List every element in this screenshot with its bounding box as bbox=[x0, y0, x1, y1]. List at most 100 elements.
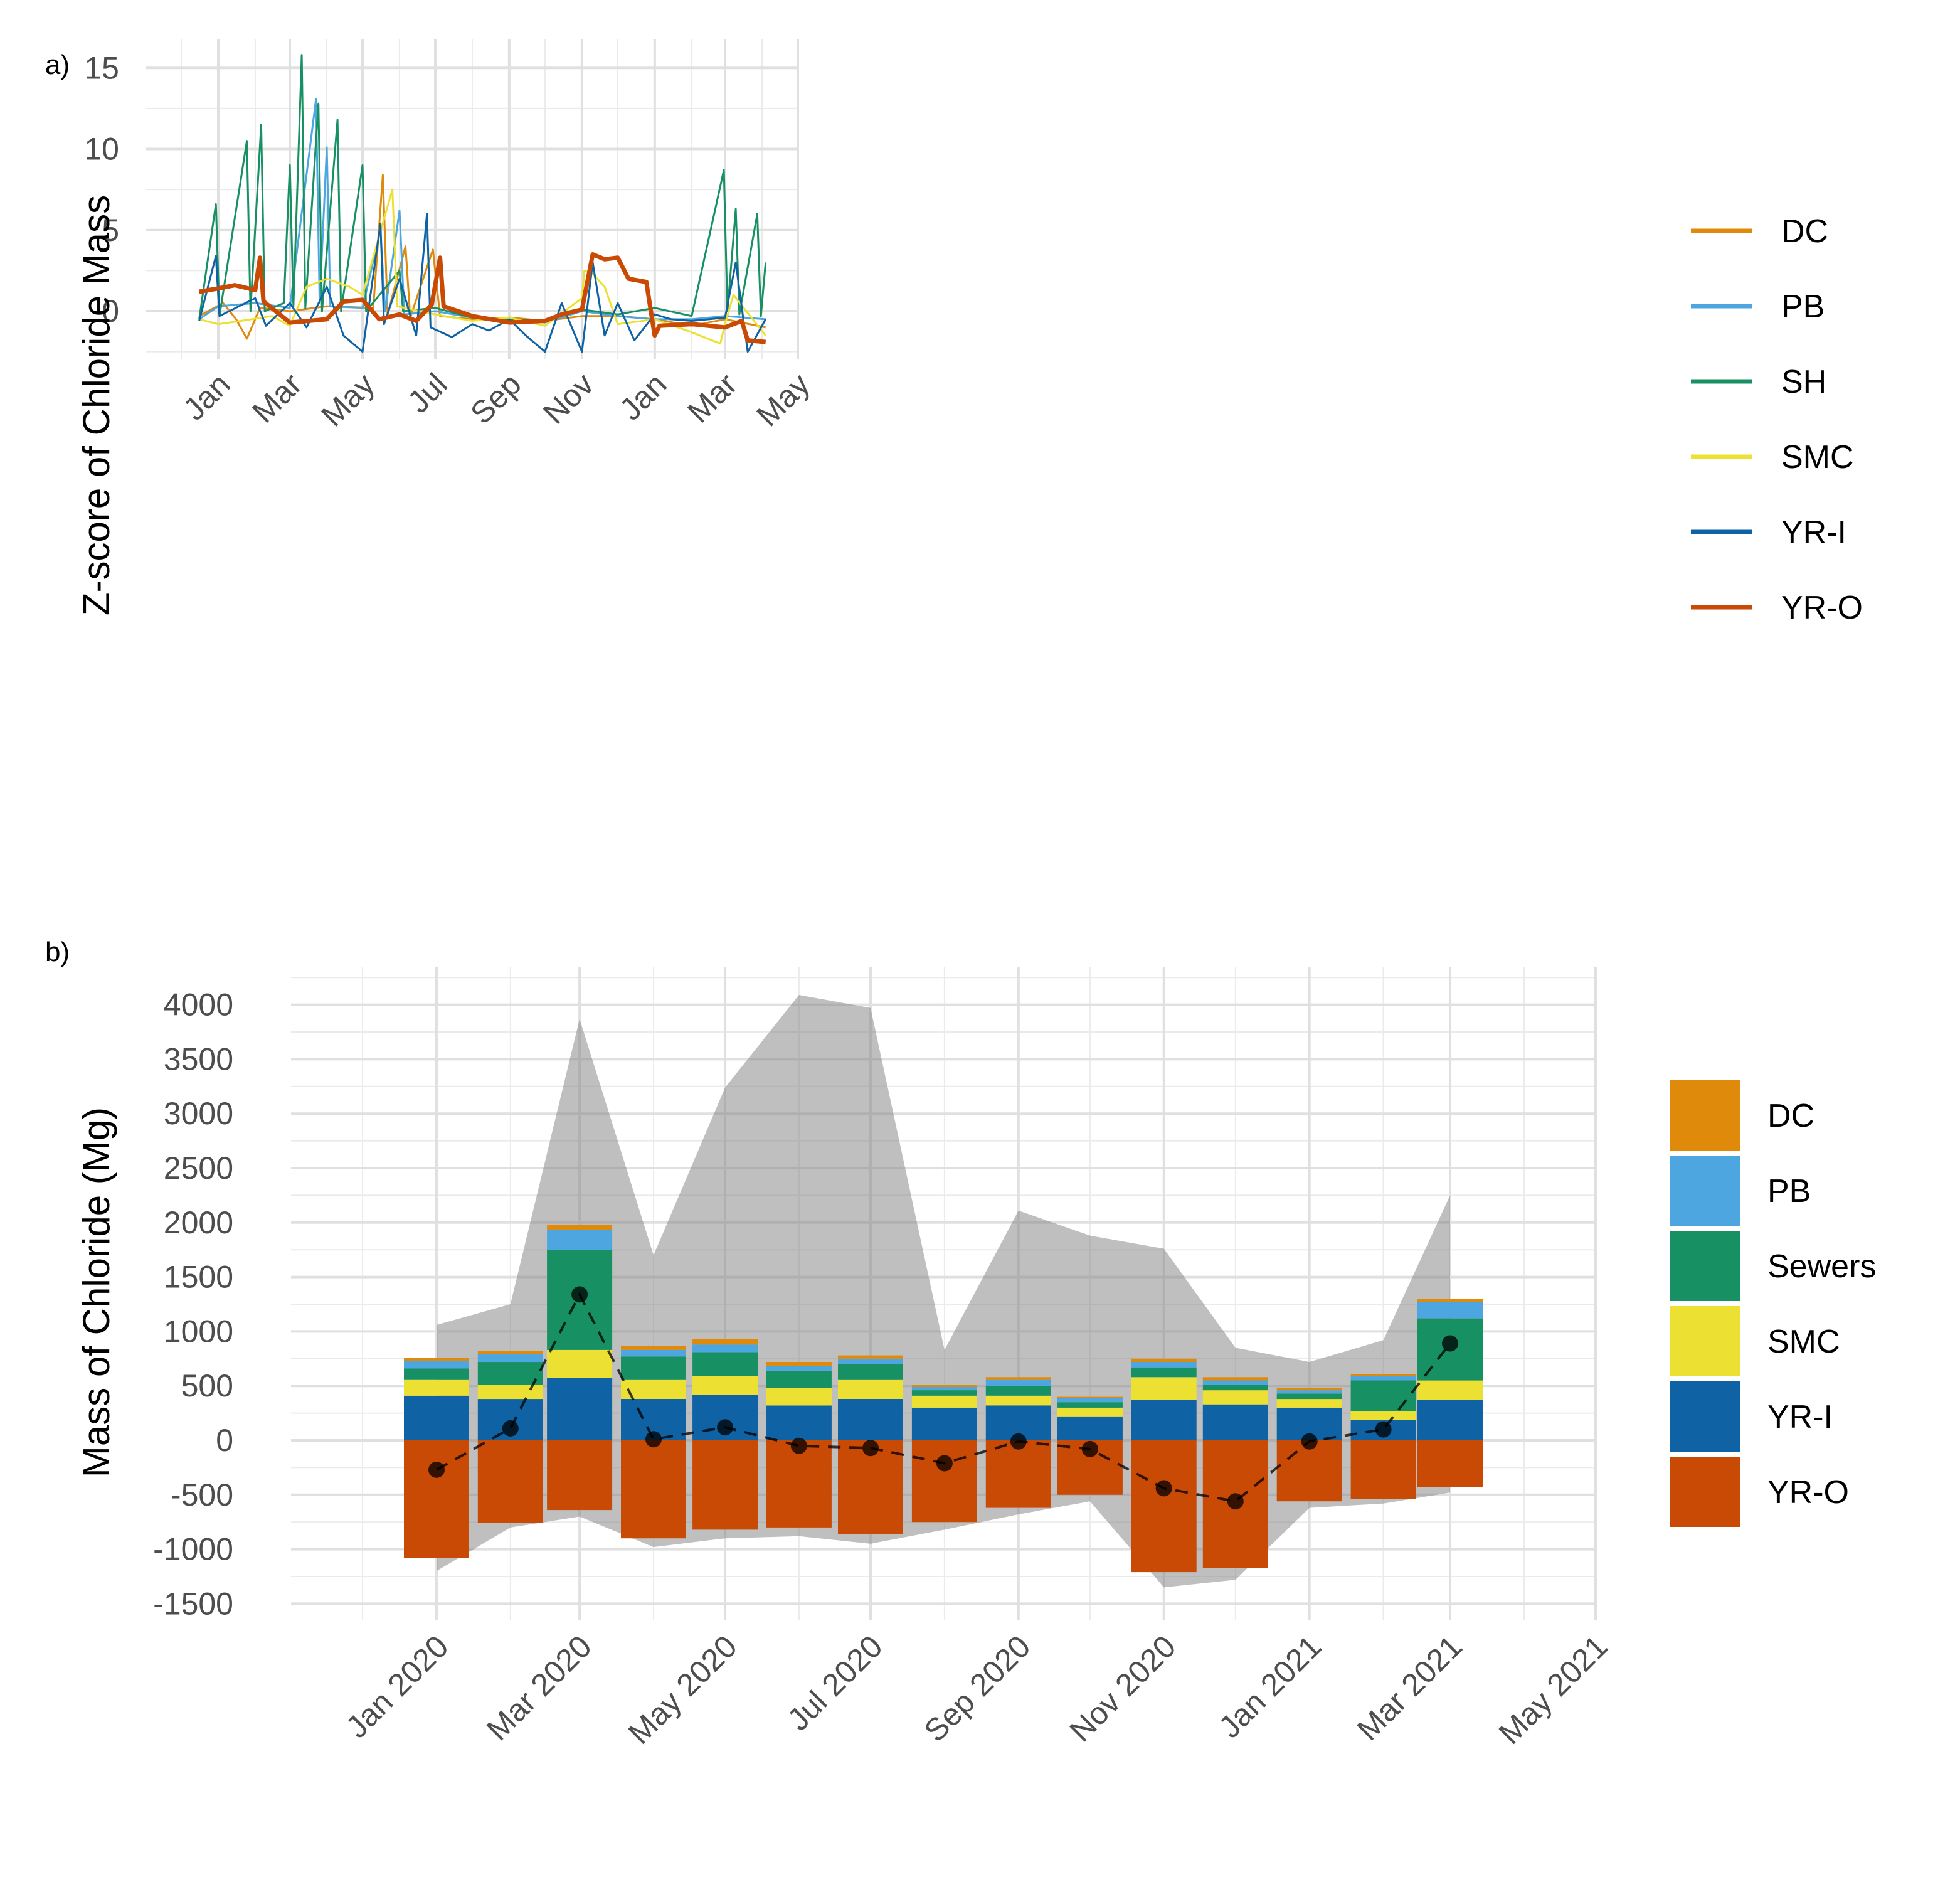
legend-label-yr-i: YR-I bbox=[1767, 1399, 1833, 1435]
bar-smc bbox=[404, 1379, 469, 1396]
net-point bbox=[1155, 1480, 1172, 1497]
legend-label-smc: SMC bbox=[1781, 439, 1854, 476]
x-tick-label: Jan bbox=[613, 366, 674, 427]
legend-swatch-sewers bbox=[1670, 1231, 1740, 1301]
legend-label-dc: DC bbox=[1767, 1098, 1814, 1134]
y-tick-label: 4000 bbox=[164, 987, 233, 1023]
panel-b-y-axis-label: Mass of Chloride (Mg) bbox=[75, 1107, 117, 1477]
y-tick-label: -1500 bbox=[153, 1586, 233, 1621]
bar-dc bbox=[766, 1362, 832, 1366]
bar-dc bbox=[1350, 1374, 1416, 1376]
y-tick-label: 10 bbox=[84, 132, 119, 167]
bar-yr-o bbox=[1131, 1440, 1197, 1573]
bar-sewers bbox=[1276, 1393, 1342, 1400]
x-tick-label: Jan bbox=[176, 366, 237, 427]
bar-yr-o bbox=[911, 1440, 977, 1523]
bar-smc bbox=[766, 1388, 832, 1406]
legend-label-yr-o: YR-O bbox=[1767, 1474, 1849, 1511]
panel-a-label: a) bbox=[45, 50, 70, 80]
bar-dc bbox=[1131, 1358, 1197, 1362]
bar-dc bbox=[547, 1225, 613, 1230]
legend-label-pb: PB bbox=[1781, 289, 1825, 325]
legend-swatch-smc bbox=[1670, 1306, 1740, 1376]
bar-yr-i bbox=[1131, 1400, 1197, 1440]
bar-sewers bbox=[1202, 1385, 1268, 1391]
series-line-sh bbox=[198, 54, 767, 322]
series-line-pb bbox=[198, 97, 766, 324]
bar-yr-o bbox=[692, 1440, 758, 1530]
bar-yr-o bbox=[985, 1440, 1051, 1508]
bar-sewers bbox=[911, 1390, 977, 1396]
panel-b-label: b) bbox=[45, 937, 70, 967]
legend-swatch-yr-i bbox=[1670, 1381, 1740, 1452]
net-point bbox=[502, 1420, 519, 1437]
bar-yr-i bbox=[547, 1378, 613, 1440]
bar-sewers bbox=[838, 1364, 903, 1380]
y-tick-label: -1000 bbox=[153, 1532, 233, 1567]
bar-yr-o bbox=[404, 1440, 469, 1558]
net-point bbox=[428, 1461, 445, 1478]
bar-smc bbox=[838, 1379, 903, 1399]
bar-smc bbox=[692, 1376, 758, 1395]
legend-label-smc: SMC bbox=[1767, 1324, 1840, 1360]
bar-sewers bbox=[1057, 1402, 1123, 1408]
bar-smc bbox=[547, 1349, 613, 1378]
bar-pb bbox=[621, 1349, 686, 1357]
bar-sewers bbox=[1131, 1367, 1197, 1378]
bar-smc bbox=[1131, 1377, 1197, 1400]
bar-yr-i bbox=[404, 1395, 469, 1440]
y-tick-label: 0 bbox=[102, 294, 119, 329]
x-tick-label: Sep bbox=[464, 366, 528, 431]
x-tick-label: May 2020 bbox=[622, 1629, 744, 1751]
bar-yr-o bbox=[1350, 1440, 1416, 1499]
bar-smc bbox=[1276, 1399, 1342, 1408]
bar-pb bbox=[547, 1230, 613, 1250]
panel-a-lines bbox=[198, 54, 767, 353]
panel-b-net-line bbox=[428, 1286, 1458, 1510]
net-point bbox=[645, 1431, 662, 1448]
legend-label-yr-o: YR-O bbox=[1781, 590, 1863, 626]
x-tick-label: Mar bbox=[245, 366, 308, 429]
net-point bbox=[1442, 1335, 1458, 1352]
series-line-yr-i bbox=[198, 213, 767, 353]
panel-b-legend: DC PB Sewers SMC YR-I YR-O bbox=[1670, 1080, 1876, 1527]
bar-smc bbox=[911, 1395, 977, 1408]
bar-dc bbox=[621, 1346, 686, 1350]
legend-label-sewers: Sewers bbox=[1767, 1248, 1876, 1285]
bar-dc bbox=[404, 1358, 469, 1361]
series-line-yr-o bbox=[199, 252, 766, 344]
bar-pb bbox=[1350, 1376, 1416, 1381]
bar-pb bbox=[1276, 1390, 1342, 1394]
y-tick-label: -500 bbox=[171, 1477, 233, 1513]
bar-yr-i bbox=[766, 1405, 832, 1440]
net-point bbox=[790, 1437, 807, 1454]
legend-label-sh: SH bbox=[1781, 364, 1826, 400]
x-tick-label: May bbox=[314, 366, 381, 433]
x-tick-label: Jan 2020 bbox=[339, 1629, 455, 1745]
x-tick-label: Nov 2020 bbox=[1063, 1629, 1183, 1748]
legend-swatch-dc bbox=[1670, 1080, 1740, 1151]
bar-pb bbox=[404, 1361, 469, 1369]
x-tick-label: Mar 2021 bbox=[1350, 1629, 1469, 1747]
legend-label-pb: PB bbox=[1767, 1173, 1811, 1209]
net-point bbox=[1227, 1493, 1244, 1510]
bar-sewers bbox=[766, 1370, 832, 1388]
panel-b-bars bbox=[404, 1225, 1483, 1573]
panel-a-grid bbox=[146, 39, 799, 359]
bar-smc bbox=[1202, 1390, 1268, 1405]
x-tick-label: May bbox=[750, 366, 816, 433]
x-tick-label: Jan 2021 bbox=[1212, 1629, 1328, 1745]
bar-pb bbox=[911, 1386, 977, 1391]
panel-a-legend: DC PB SH SMC YR-I YR-O bbox=[1691, 213, 1863, 626]
bar-yr-i bbox=[1417, 1400, 1483, 1440]
panel-a-x-tick-labels: Jan Mar May Jul Sep Nov Jan Mar May bbox=[176, 366, 817, 433]
bar-sewers bbox=[1350, 1380, 1416, 1412]
net-point bbox=[1010, 1433, 1027, 1450]
net-point bbox=[571, 1286, 588, 1303]
panel-a-y-tick-labels: 0 5 10 15 bbox=[84, 50, 119, 329]
bar-pb bbox=[692, 1344, 758, 1353]
bar-yr-i bbox=[1057, 1416, 1123, 1440]
bar-pb bbox=[1202, 1380, 1268, 1385]
